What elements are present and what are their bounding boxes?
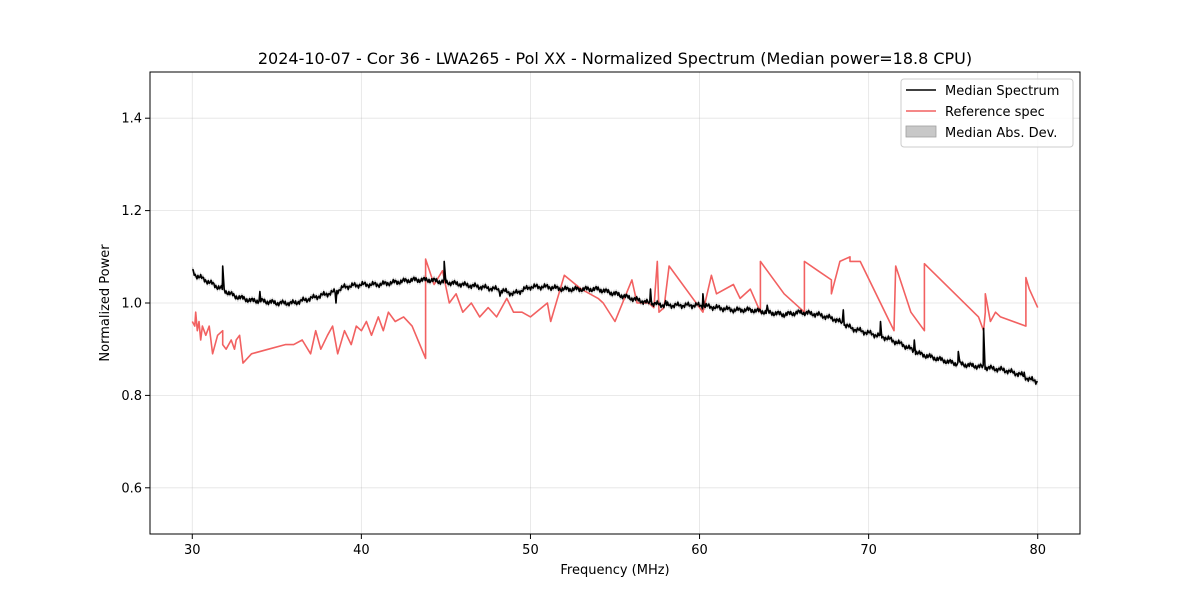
legend-mad-swatch: [905, 125, 937, 138]
x-tick-label: 80: [1029, 543, 1046, 558]
chart-title: 2024-10-07 - Cor 36 - LWA265 - Pol XX - …: [258, 49, 972, 68]
axis-ticks: 30 40 50 60 70 80 0.6 0.8 1.0 1.2 1.4: [121, 112, 1046, 558]
x-tick-label: 70: [860, 543, 877, 558]
y-tick-label: 1.2: [121, 204, 142, 219]
x-tick-label: 50: [522, 543, 539, 558]
reference-spec-layer: [191, 255, 1039, 364]
legend-reference-label: Reference spec: [945, 105, 1045, 120]
y-tick-label: 1.4: [121, 112, 142, 127]
median-spectrum-layer: [191, 260, 1038, 385]
legend-mad-label: Median Abs. Dev.: [945, 126, 1057, 141]
legend-median-label: Median Spectrum: [945, 84, 1059, 99]
x-tick-label: 40: [353, 543, 370, 558]
legend: Median Spectrum Reference spec Median Ab…: [900, 78, 1074, 148]
x-tick-label: 60: [691, 543, 708, 558]
y-tick-label: 1.0: [121, 297, 142, 312]
y-tick-label: 0.8: [121, 389, 142, 404]
x-tick-label: 30: [184, 543, 201, 558]
median-spectrum-line: [191, 260, 1038, 385]
x-axis-label: Frequency (MHz): [560, 563, 669, 578]
y-tick-label: 0.6: [121, 481, 142, 496]
reference-spec-line: [191, 255, 1039, 364]
legend-box: [900, 78, 1074, 148]
y-axis-label: Normalized Power: [98, 244, 113, 362]
